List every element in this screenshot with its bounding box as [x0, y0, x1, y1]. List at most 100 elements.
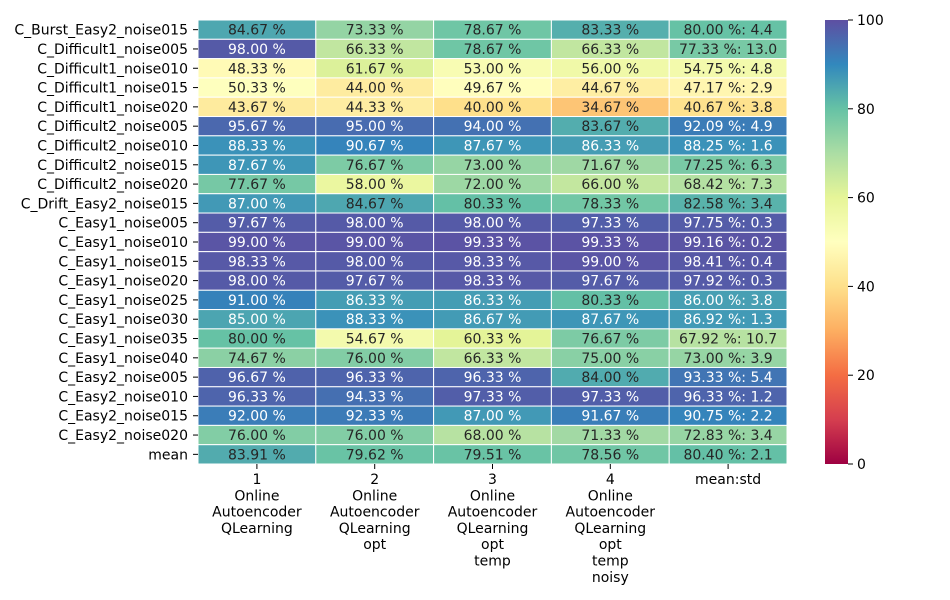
cell-value-label: 60.33 %	[464, 332, 522, 348]
cell-value-label: 96.67 %	[228, 370, 286, 386]
column-tick-label: Autoencoder	[448, 505, 538, 521]
cell-value-label: 78.67 %	[464, 23, 522, 39]
column-tick-label: 3	[488, 472, 497, 488]
cell-value-label: 97.67 %	[346, 274, 404, 290]
cell-value-label: 66.33 %	[346, 42, 404, 58]
cell-value-label: 86.33 %	[346, 293, 404, 309]
cell-value-label: 78.33 %	[581, 196, 639, 212]
row-tick-label: C_Easy1_noise010	[58, 235, 188, 251]
row-tick-label: C_Easy1_noise040	[58, 351, 188, 367]
column-tick-label: Online	[352, 488, 397, 504]
cell-value-label: 96.33 %	[464, 370, 522, 386]
cell-value-label: 78.56 %	[581, 447, 639, 463]
cell-value-label: 99.00 %	[346, 235, 404, 251]
cell-value-label: 73.33 %	[346, 23, 404, 39]
cell-value-label: 47.17 %: 2.9	[683, 81, 772, 97]
cell-value-label: 88.25 %: 1.6	[683, 138, 772, 154]
row-tick-label: C_Difficult1_noise015	[37, 81, 188, 97]
cell-value-label: 87.67 %	[581, 312, 639, 328]
cell-value-label: 56.00 %	[581, 61, 639, 77]
cell-value-label: 99.33 %	[581, 235, 639, 251]
cell-value-label: 84.67 %	[228, 23, 286, 39]
cell-value-label: 98.41 %: 0.4	[683, 254, 772, 270]
column-tick-label: opt	[363, 537, 386, 553]
cell-value-label: 99.00 %	[581, 254, 639, 270]
column-tick-label: opt	[599, 537, 622, 553]
cell-value-label: 76.00 %	[346, 428, 404, 444]
cell-value-label: 68.42 %: 7.3	[683, 177, 772, 193]
cell-value-label: 98.00 %	[346, 254, 404, 270]
row-tick-label: C_Easy2_noise020	[58, 428, 188, 444]
row-tick-label: C_Difficult2_noise005	[37, 119, 188, 135]
cell-value-label: 87.67 %	[464, 138, 522, 154]
cell-value-label: 87.67 %	[228, 158, 286, 174]
row-tick-label: C_Easy1_noise015	[58, 254, 188, 270]
cell-value-label: 92.09 %: 4.9	[683, 119, 772, 135]
cell-value-label: 49.67 %	[464, 81, 522, 97]
cell-value-label: 85.00 %	[228, 312, 286, 328]
row-tick-label: C_Easy2_noise015	[58, 409, 188, 425]
cell-value-label: 40.67 %: 3.8	[683, 100, 772, 116]
cell-value-label: 91.67 %	[581, 409, 639, 425]
row-tick-label: C_Burst_Easy2_noise015	[14, 23, 188, 39]
cell-value-label: 76.67 %	[581, 332, 639, 348]
column-tick-label: Online	[588, 488, 633, 504]
cell-value-label: 97.67 %	[581, 274, 639, 290]
cell-value-label: 97.33 %	[464, 389, 522, 405]
column-tick-label: mean:std	[695, 472, 761, 488]
cell-value-label: 44.67 %	[581, 81, 639, 97]
cell-value-label: 48.33 %	[228, 61, 286, 77]
column-tick-label: 2	[370, 472, 379, 488]
row-tick-labels: C_Burst_Easy2_noise015 C_Difficult1_noise…	[14, 23, 198, 463]
row-tick-label: C_Difficult1_noise005	[37, 42, 188, 58]
cell-value-label: 99.33 %	[464, 235, 522, 251]
colorbar-tick-label: 80	[857, 102, 875, 118]
heatmap-cell-labels: 84.67 % 73.33 % 78.67 % 83.33 % 80.00 %: 4.4…	[228, 23, 777, 464]
cell-value-label: 98.33 %	[464, 254, 522, 270]
cell-value-label: 73.00 %: 3.9	[683, 351, 772, 367]
cell-value-label: 76.00 %	[346, 351, 404, 367]
cell-value-label: 58.00 %	[346, 177, 404, 193]
cell-value-label: 50.33 %	[228, 81, 286, 97]
cell-value-label: 80.40 %: 2.1	[683, 447, 772, 463]
cell-value-label: 98.00 %	[228, 274, 286, 290]
cell-value-label: 34.67 %	[581, 100, 639, 116]
row-tick-label: C_Difficult2_noise010	[37, 138, 188, 154]
cell-value-label: 53.00 %	[464, 61, 522, 77]
cell-value-label: 84.00 %	[581, 370, 639, 386]
column-tick-label: Online	[470, 488, 515, 504]
cell-value-label: 83.67 %	[581, 119, 639, 135]
cell-value-label: 97.33 %	[581, 389, 639, 405]
cell-value-label: 94.00 %	[464, 119, 522, 135]
cell-value-label: 76.00 %	[228, 428, 286, 444]
cell-value-label: 68.00 %	[464, 428, 522, 444]
cell-value-label: 79.62 %	[346, 447, 404, 463]
cell-value-label: 88.33 %	[228, 138, 286, 154]
cell-value-label: 82.58 %: 3.4	[683, 196, 772, 212]
cell-value-label: 86.00 %: 3.8	[683, 293, 772, 309]
colorbar-tick-label: 20	[857, 368, 875, 384]
cell-value-label: 77.33 %: 13.0	[679, 42, 777, 58]
cell-value-label: 75.00 %	[581, 351, 639, 367]
cell-value-label: 83.91 %	[228, 447, 286, 463]
cell-value-label: 98.00 %	[228, 42, 286, 58]
cell-value-label: 96.33 %	[346, 370, 404, 386]
row-tick-label: C_Easy2_noise005	[58, 370, 188, 386]
cell-value-label: 92.33 %	[346, 409, 404, 425]
cell-value-label: 61.67 %	[346, 61, 404, 77]
cell-value-label: 94.33 %	[346, 389, 404, 405]
row-tick-label: C_Easy1_noise025	[58, 293, 188, 309]
cell-value-label: 99.00 %	[228, 235, 286, 251]
cell-value-label: 96.33 %: 1.2	[683, 389, 772, 405]
cell-value-label: 98.33 %	[228, 254, 286, 270]
cell-value-label: 43.67 %	[228, 100, 286, 116]
cell-value-label: 87.00 %	[464, 409, 522, 425]
cell-value-label: 98.00 %	[346, 216, 404, 232]
cell-value-label: 80.00 %: 4.4	[683, 23, 772, 39]
cell-value-label: 71.33 %	[581, 428, 639, 444]
cell-value-label: 71.67 %	[581, 158, 639, 174]
row-tick-label: mean	[148, 447, 188, 463]
cell-value-label: 92.00 %	[228, 409, 286, 425]
cell-value-label: 98.00 %	[464, 216, 522, 232]
